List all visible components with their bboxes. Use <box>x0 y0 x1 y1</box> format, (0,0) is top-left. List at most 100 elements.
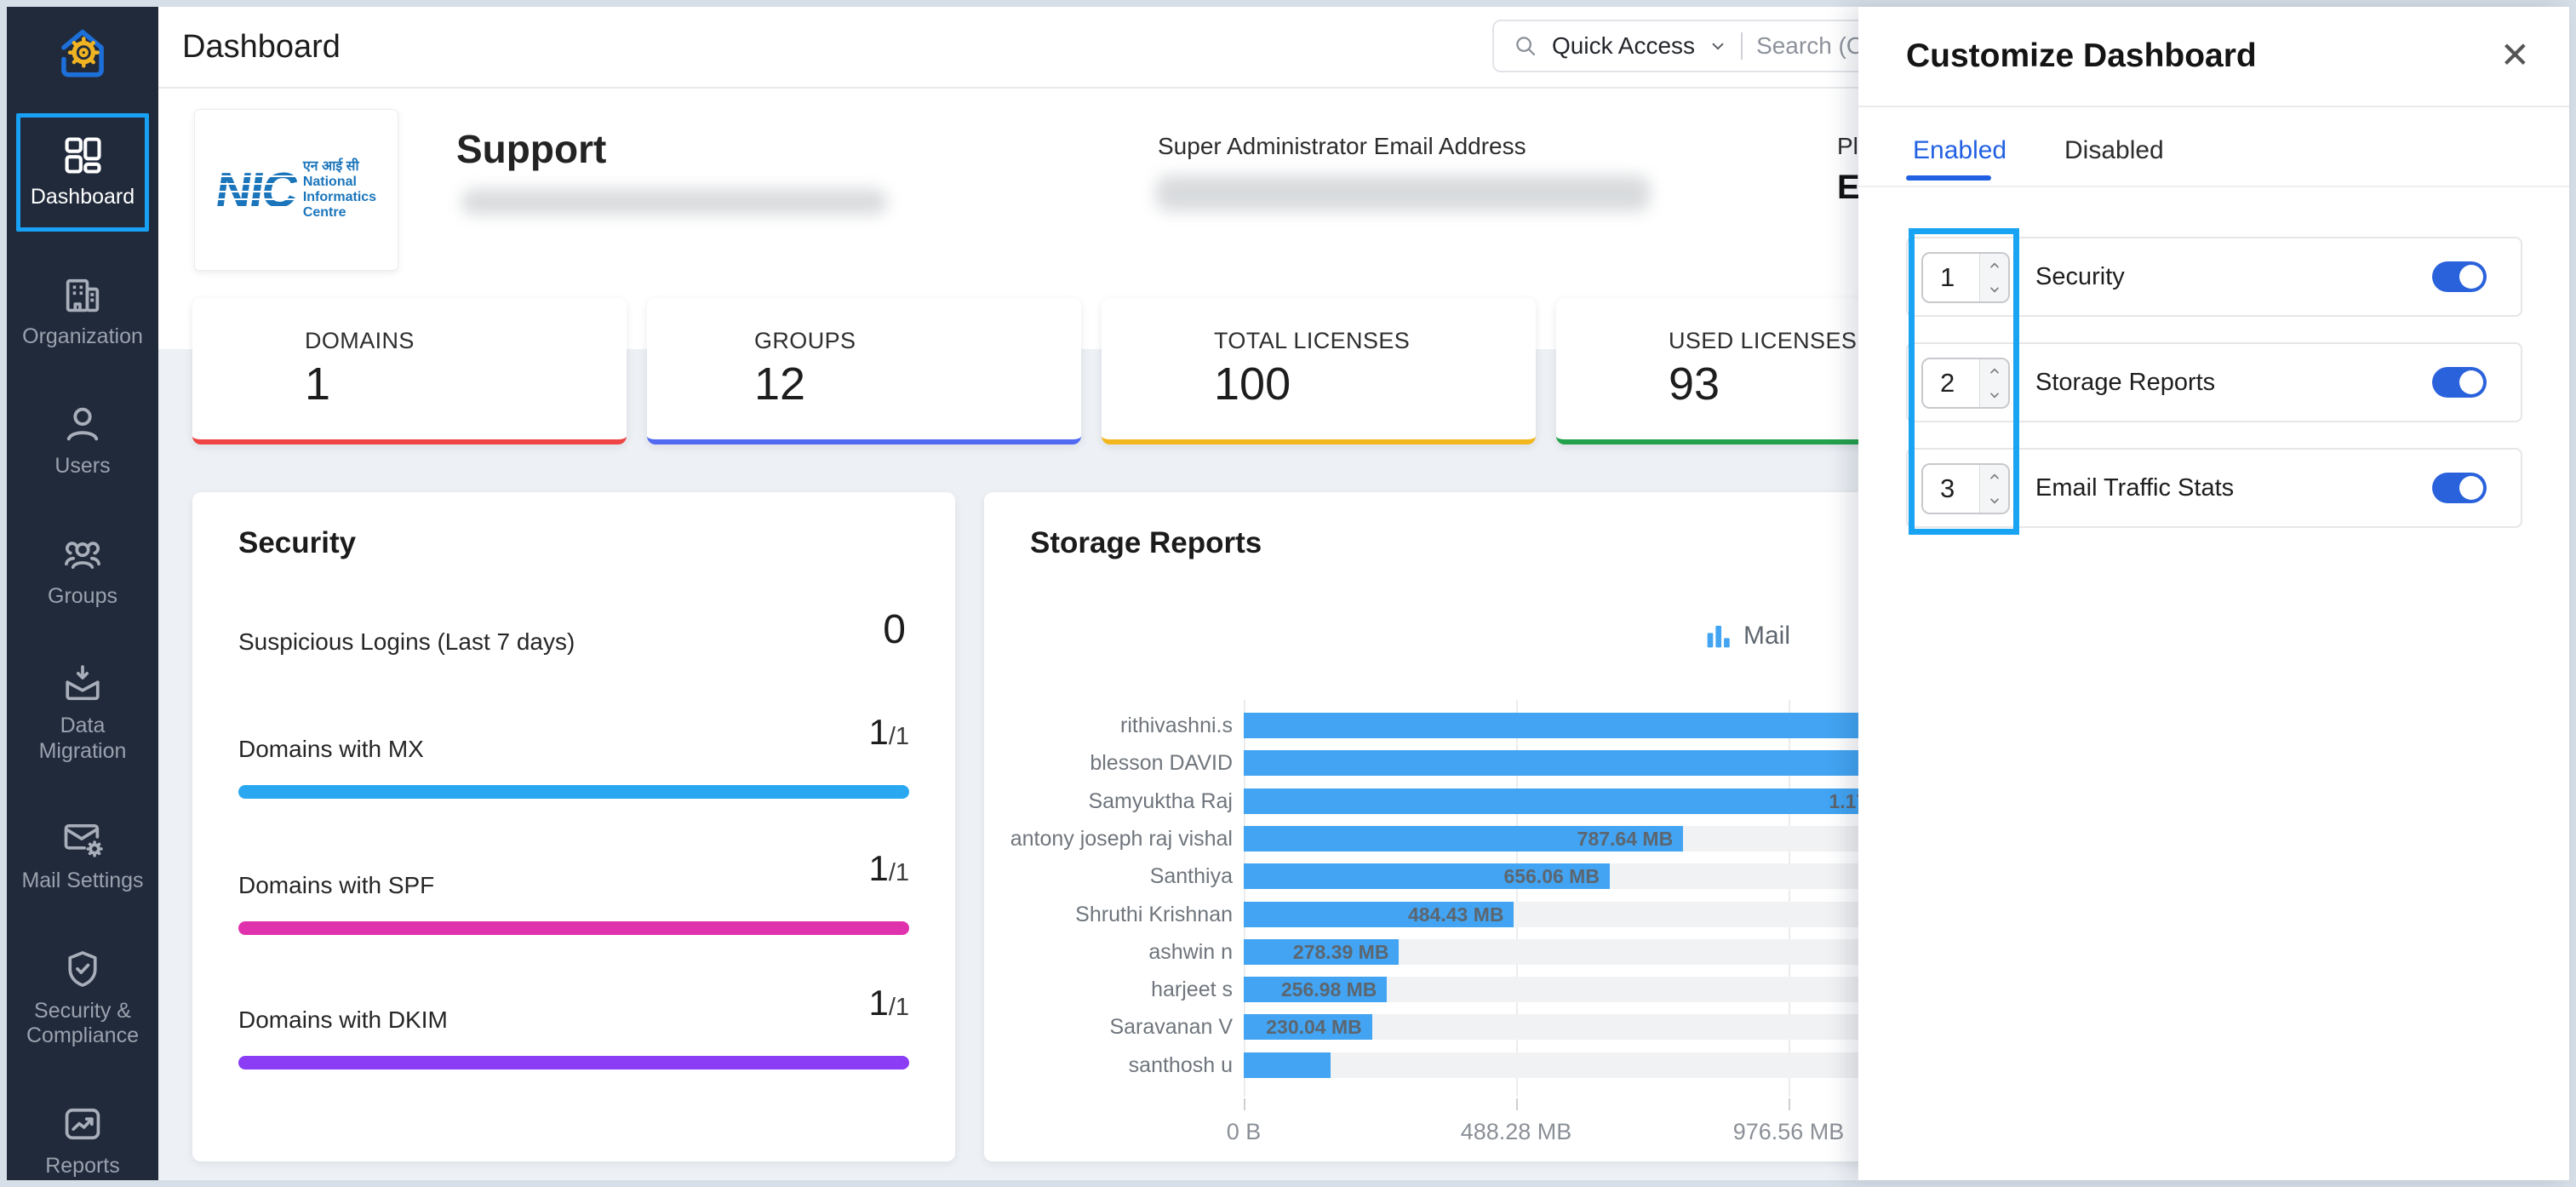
quick-access-dropdown[interactable]: Quick Access <box>1552 32 1696 59</box>
chart-bar[interactable]: 787.64 MB <box>1244 825 1684 852</box>
sidebar-item-organization[interactable]: Organization <box>16 261 149 362</box>
group-icon <box>60 532 105 576</box>
stat-card-label: GROUPS <box>754 327 856 353</box>
group-icon <box>684 347 729 391</box>
chart-bar[interactable]: 484.43 MB <box>1244 901 1514 927</box>
sidebar-item-label: Dashboard <box>30 185 135 209</box>
sidebar-item-label: Mail Settings <box>21 869 144 892</box>
search-icon <box>1513 33 1538 59</box>
chart-bar[interactable]: 1.17 GB <box>1244 788 1913 814</box>
security-row-value: 1/1 <box>868 983 909 1023</box>
sidebar: Dashboard Organization Users Groups Data Mig… <box>7 7 158 1180</box>
plan-value: E <box>1837 169 1860 206</box>
plan-label: Pl <box>1837 133 1858 159</box>
sidebar-item-label: Organization <box>22 324 143 348</box>
sidebar-item-security-compliance[interactable]: Security & Compliance <box>16 935 149 1061</box>
chart-bar-value: 484.43 MB <box>1407 903 1504 926</box>
security-widget-title: Security <box>238 526 357 559</box>
building-icon <box>60 272 105 317</box>
chart-category-label: Santhiya <box>1149 864 1233 889</box>
redacted-org-email <box>461 189 887 215</box>
stepper-down-icon[interactable] <box>1980 489 2008 513</box>
tab-disabled[interactable]: Disabled <box>2064 136 2164 164</box>
close-icon[interactable]: ✕ <box>2499 35 2530 75</box>
app-logo-icon[interactable] <box>49 20 116 91</box>
stat-card-value: 1 <box>305 358 331 410</box>
chart-legend-mail[interactable]: Mail <box>1704 622 1790 651</box>
panel-divider <box>1858 106 2569 107</box>
chart-bar-value: 787.64 MB <box>1577 827 1674 850</box>
security-row-label: Domains with MX <box>238 736 424 762</box>
globe-icon <box>230 344 279 393</box>
stat-card-value: 100 <box>1214 358 1291 410</box>
chart-bar[interactable]: 656.06 MB <box>1244 863 1610 890</box>
axis-tick-label: 976.56 MB <box>1732 1119 1845 1144</box>
axis-tick <box>1244 1098 1245 1110</box>
security-row-value: 1/1 <box>868 848 909 888</box>
sidebar-item-users[interactable]: Users <box>16 390 149 491</box>
security-progress-bar <box>238 921 909 935</box>
order-stepper[interactable]: 1 <box>1921 252 2010 303</box>
super-admin-email-label: Super Administrator Email Address <box>1158 133 1526 159</box>
redacted-admin-email <box>1156 175 1650 211</box>
sidebar-item-reports[interactable]: Reports <box>16 1090 149 1181</box>
nic-logo-text: NIC <box>212 162 301 218</box>
tab-enabled[interactable]: Enabled <box>1913 136 2007 164</box>
widget-name: Email Traffic Stats <box>2035 474 2235 502</box>
chart-category-label: Shruthi Krishnan <box>1075 902 1233 926</box>
chart-bar[interactable] <box>1244 1052 1331 1078</box>
security-row-label: Domains with SPF <box>238 872 435 898</box>
stepper-down-icon[interactable] <box>1980 278 2008 301</box>
stepper-up-icon[interactable] <box>1980 359 2008 383</box>
search-divider <box>1741 32 1743 60</box>
security-widget: Security Suspicious Logins (Last 7 days)… <box>192 492 955 1161</box>
search-input[interactable]: Search (O <box>1756 32 1865 59</box>
widget-row-security: 1 Security <box>1906 237 2522 317</box>
org-name: Support <box>456 127 607 171</box>
sidebar-item-data-migration[interactable]: Data Migration <box>16 650 149 776</box>
chart-bar[interactable]: 230.04 MB <box>1244 1014 1372 1041</box>
migration-icon <box>60 662 105 706</box>
chart-category-label: santhosh u <box>1128 1052 1233 1077</box>
order-stepper[interactable]: 2 <box>1921 358 2010 409</box>
chart-gridline <box>1244 700 1245 1097</box>
security-progress-bar <box>238 1056 909 1069</box>
security-row-value: 1/1 <box>868 712 909 752</box>
storage-widget-title: Storage Reports <box>1030 526 1262 559</box>
stat-card-label: DOMAINS <box>305 327 415 353</box>
sidebar-item-dashboard[interactable]: Dashboard <box>16 113 149 232</box>
widget-toggle[interactable] <box>2432 261 2487 292</box>
chart-bar[interactable]: 278.39 MB <box>1244 938 1400 965</box>
customize-panel-title: Customize Dashboard <box>1906 37 2257 74</box>
sidebar-item-groups[interactable]: Groups <box>16 520 149 622</box>
chart-bar-value: 230.04 MB <box>1266 1016 1362 1039</box>
stepper-up-icon[interactable] <box>1980 254 2008 278</box>
chart-category-label: harjeet s <box>1151 978 1233 1002</box>
stepper-up-icon[interactable] <box>1980 465 2008 489</box>
stepper-down-icon[interactable] <box>1980 383 2008 407</box>
reports-icon <box>60 1102 105 1146</box>
chart-bar-value: 256.98 MB <box>1280 978 1377 1001</box>
order-stepper[interactable]: 3 <box>1921 463 2010 514</box>
suspicious-logins-value: 0 <box>883 607 906 652</box>
chart-bar-value: 278.39 MB <box>1292 940 1389 963</box>
axis-tick <box>1789 1098 1790 1110</box>
sidebar-nav: Dashboard Organization Users Groups Data Mig… <box>16 108 149 1180</box>
stat-card-value: 12 <box>754 358 806 410</box>
widget-toggle[interactable] <box>2432 367 2487 398</box>
sidebar-item-mail-settings[interactable]: Mail Settings <box>16 805 149 906</box>
chart-row: ashwin n 278.39 MB <box>984 933 2491 971</box>
chart-category-label: Saravanan V <box>1109 1015 1233 1040</box>
chart-category-label: antony joseph raj vishal <box>1010 826 1233 851</box>
stat-card-domains[interactable]: DOMAINS 1 <box>192 298 627 444</box>
widget-row-storage-reports: 2 Storage Reports <box>1906 342 2522 422</box>
widget-name: Storage Reports <box>2035 369 2216 396</box>
chart-category-label: ashwin n <box>1148 939 1233 964</box>
widget-toggle[interactable] <box>2432 473 2487 503</box>
chart-category-label: rithivashni.s <box>1120 714 1233 737</box>
stat-card-label: USED LICENSES <box>1669 327 1858 353</box>
chart-bar[interactable]: 256.98 MB <box>1244 977 1388 1003</box>
stat-card-groups[interactable]: GROUPS 12 <box>647 298 1081 444</box>
stat-card-total-licenses[interactable]: TOTAL LICENSES 100 <box>1102 298 1536 444</box>
